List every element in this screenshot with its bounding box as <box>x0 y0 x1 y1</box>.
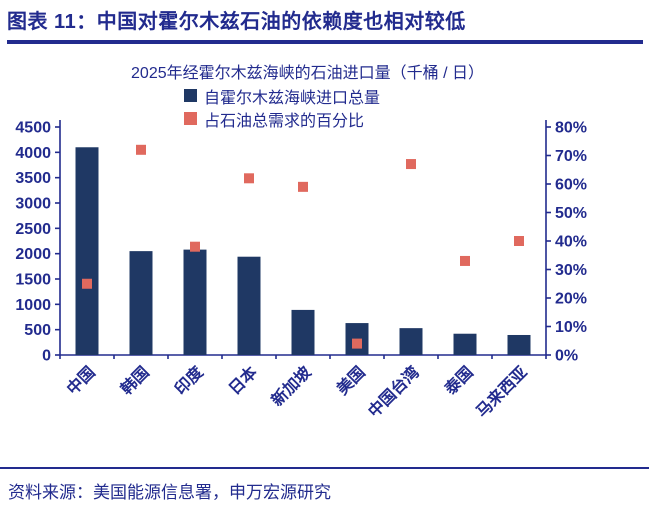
right-axis-tick-label: 60% <box>555 177 587 194</box>
x-axis-category-label: 韩国 <box>117 362 153 398</box>
chart-title: 2025年经霍尔木兹海峡的石油进口量（千桶 / 日） <box>131 65 484 82</box>
left-axis-tick-label: 3500 <box>15 170 51 187</box>
left-axis-tick-label: 1000 <box>15 297 51 314</box>
bar-中国 <box>75 147 99 355</box>
bar-印度 <box>183 249 207 355</box>
left-axis-tick-label: 500 <box>24 322 51 339</box>
marker-日本 <box>244 173 254 184</box>
x-axis-category-label: 泰国 <box>440 362 477 399</box>
left-axis-tick-label: 4500 <box>15 120 51 137</box>
right-axis-tick-label: 70% <box>555 148 587 165</box>
left-axis-tick-label: 0 <box>42 348 51 365</box>
source-note: 资料来源：美国能源信息署，申万宏源研究 <box>8 483 331 502</box>
legend-swatch-bar-icon <box>184 89 197 102</box>
x-axis-category-label: 新加坡 <box>267 362 315 410</box>
right-axis-tick-label: 0% <box>555 348 578 365</box>
chart-footer: 资料来源：美国能源信息署，申万宏源研究 <box>0 467 649 503</box>
right-axis-tick-label: 80% <box>555 120 587 137</box>
legend-item-percentage: 占石油总需求的百分比 <box>184 108 380 130</box>
x-axis-category-label: 美国 <box>333 362 369 398</box>
legend-label-imports: 自霍尔木兹海峡进口总量 <box>204 89 381 107</box>
bar-中国台湾 <box>399 328 423 355</box>
page-title: 图表 11：中国对霍尔木兹石油的依赖度也相对较低 <box>7 11 466 33</box>
left-axis-tick-label: 2500 <box>15 221 51 238</box>
right-axis-tick-label: 40% <box>555 234 587 251</box>
bar-泰国 <box>453 333 477 355</box>
right-axis-tick-label: 20% <box>555 291 587 308</box>
marker-韩国 <box>136 144 146 155</box>
right-axis-tick-label: 50% <box>555 205 587 222</box>
marker-中国 <box>82 278 92 289</box>
marker-美国 <box>352 338 362 349</box>
legend-label-percentage: 占石油总需求的百分比 <box>204 112 365 130</box>
legend-item-imports: 自霍尔木兹海峡进口总量 <box>184 85 381 107</box>
left-axis-tick-label: 3000 <box>15 196 51 213</box>
bar-日本 <box>237 256 261 355</box>
marker-印度 <box>190 241 200 252</box>
bar-马来西亚 <box>507 334 531 355</box>
legend-swatch-marker-icon <box>184 112 197 125</box>
right-axis-tick-label: 30% <box>555 262 587 279</box>
left-axis-tick-label: 2000 <box>15 246 51 263</box>
x-axis-category-label: 日本 <box>225 362 261 398</box>
bar-新加坡 <box>291 309 315 355</box>
marker-新加坡 <box>298 181 308 192</box>
x-axis-category-label: 马来西亚 <box>472 362 531 421</box>
marker-中国台湾 <box>406 159 416 170</box>
x-axis-category-label: 中国 <box>63 362 99 398</box>
x-axis-category-label: 印度 <box>171 362 208 399</box>
hormuz-oil-imports-chart: 4500 4000 3500 3000 2500 2000 1500 1000 500 0 80% 7… <box>15 120 587 422</box>
left-axis-tick-label: 4000 <box>15 145 51 162</box>
marker-泰国 <box>460 255 470 266</box>
chart-legend: 自霍尔木兹海峡进口总量 占石油总需求的百分比 <box>184 85 381 130</box>
right-axis-tick-label: 10% <box>555 319 587 336</box>
x-axis-category-label: 中国台湾 <box>364 362 423 421</box>
marker-马来西亚 <box>514 236 524 246</box>
bar-韩国 <box>129 251 153 355</box>
left-axis-tick-label: 1500 <box>15 272 51 289</box>
chart-header: 图表 11：中国对霍尔木兹石油的依赖度也相对较低 <box>7 5 643 44</box>
